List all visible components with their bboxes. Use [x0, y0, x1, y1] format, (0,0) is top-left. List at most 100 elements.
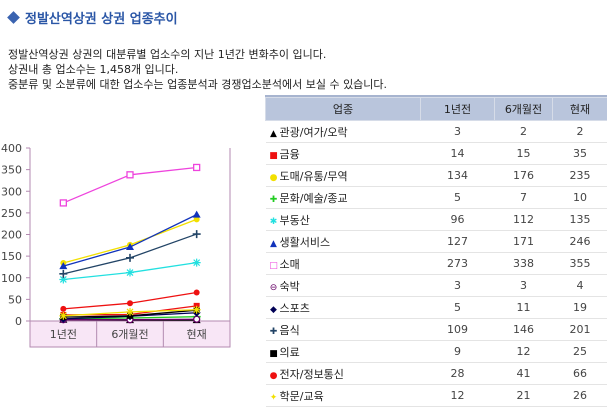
- value-cell: 25: [552, 340, 607, 363]
- industry-name: 관광/여가/오락: [279, 125, 348, 139]
- y-tick-label: 0: [15, 315, 22, 328]
- industry-cell: ✚ 문화/예술/종교: [265, 186, 421, 209]
- legend-marker-icon: □: [269, 260, 278, 271]
- data-point: [192, 230, 201, 239]
- description: 정발산역상권 상권의 대분류별 업소수의 지난 1년간 변화추이 입니다. 상권…: [8, 47, 387, 92]
- industry-name: 의료: [279, 345, 300, 359]
- table-row: ✚ 음식 109 146 201: [265, 318, 607, 341]
- value-cell: 5: [420, 296, 495, 319]
- description-line: 중분류 및 소분류에 대한 업소수는 업종분석과 경쟁업소분석에서 보실 수 있…: [8, 78, 388, 91]
- data-point: [126, 307, 134, 316]
- value-cell: 3: [420, 274, 495, 297]
- legend-marker-icon: ●: [269, 370, 278, 381]
- industry-name: 소매: [279, 257, 300, 271]
- industry-name: 전자/정보통신: [279, 367, 344, 381]
- header-now: 현재: [552, 97, 607, 121]
- value-cell: 2: [552, 120, 607, 143]
- y-tick-label: 200: [1, 229, 22, 242]
- value-cell: 9: [420, 340, 495, 363]
- y-tick-label: 50: [8, 293, 22, 306]
- legend-marker-icon: ✱: [269, 216, 278, 227]
- industry-name: 학문/교육: [279, 389, 324, 403]
- description-line: 상권내 총 업소수는 1,458개 입니다.: [8, 63, 179, 76]
- industry-cell: ■ 금융: [265, 142, 421, 165]
- table-row: ⊖ 숙박 3 3 4: [265, 274, 607, 297]
- industry-name: 문화/예술/종교: [279, 191, 348, 205]
- value-cell: 14: [420, 142, 495, 165]
- data-point: [126, 253, 134, 262]
- y-tick-label: 100: [1, 272, 22, 285]
- data-point: [192, 305, 201, 314]
- table-row: ▲ 관광/여가/오락 3 2 2: [265, 120, 607, 143]
- legend-marker-icon: ✚: [269, 326, 278, 337]
- value-cell: 246: [552, 230, 607, 253]
- legend-marker-icon: ■: [269, 348, 278, 359]
- table-row: ● 전자/정보통신 28 41 66: [265, 362, 607, 385]
- y-tick-label: 300: [1, 185, 22, 198]
- industry-name: 도매/유통/무역: [279, 169, 348, 183]
- value-cell: 35: [552, 142, 607, 165]
- value-cell: 28: [420, 362, 495, 385]
- industry-cell: ✦ 학문/교육: [265, 384, 421, 407]
- value-cell: 4: [552, 274, 607, 297]
- value-cell: 171: [494, 230, 553, 253]
- industry-cell: ▲ 관광/여가/오락: [265, 120, 421, 143]
- table-top-border: [265, 95, 607, 97]
- value-cell: 12: [420, 384, 495, 407]
- data-point: [60, 305, 67, 312]
- data-point: [127, 300, 133, 307]
- value-cell: 11: [494, 296, 553, 319]
- value-cell: 134: [420, 164, 495, 187]
- table-row: ■ 의료 9 12 25: [265, 340, 607, 363]
- legend-marker-icon: ✦: [269, 392, 278, 403]
- data-point: [193, 163, 201, 172]
- industry-table: 업종 1년전 6개월전 현재 ▲ 관광/여가/오락 3 2 2 ■ 금융 14 15 35 ● 도매/…: [265, 97, 607, 407]
- table-row: ● 도매/유통/무역 134 176 235: [265, 164, 607, 187]
- value-cell: 15: [494, 142, 553, 165]
- value-cell: 109: [420, 318, 495, 341]
- y-tick-label: 250: [1, 207, 22, 220]
- legend-marker-icon: ⊖: [269, 282, 278, 293]
- header-industry: 업종: [265, 97, 421, 121]
- table-header-row: 업종 1년전 6개월전 현재: [265, 97, 607, 121]
- legend-marker-icon: ■: [269, 150, 278, 161]
- industry-cell: ✱ 부동산: [265, 208, 421, 231]
- title-row: 정발산역상권 상권 업종추이: [6, 8, 178, 27]
- value-cell: 176: [494, 164, 553, 187]
- x-tick-label: 1년전: [50, 328, 77, 341]
- table-row: ◆ 스포츠 5 11 19: [265, 296, 607, 319]
- value-cell: 3: [494, 274, 553, 297]
- value-cell: 338: [494, 252, 553, 275]
- industry-name: 생활서비스: [279, 235, 331, 249]
- industry-cell: ■ 의료: [265, 340, 421, 363]
- value-cell: 41: [494, 362, 553, 385]
- data-point: [193, 315, 201, 323]
- value-cell: 7: [494, 186, 553, 209]
- industry-cell: ✚ 음식: [265, 318, 421, 341]
- industry-name: 금융: [279, 147, 300, 161]
- category-band: [29, 320, 231, 348]
- value-cell: 66: [552, 362, 607, 385]
- value-cell: 355: [552, 252, 607, 275]
- legend-marker-icon: ▲: [270, 238, 277, 249]
- data-point: [59, 199, 67, 207]
- table-row: ✱ 부동산 96 112 135: [265, 208, 607, 231]
- x-tick-label: 6개월전: [111, 328, 148, 341]
- y-tick-label: 350: [1, 164, 22, 177]
- data-point: [193, 289, 200, 296]
- value-cell: 3: [420, 120, 495, 143]
- y-tick-label: 150: [1, 250, 22, 263]
- description-line: 정발산역상권 상권의 대분류별 업소수의 지난 1년간 변화추이 입니다.: [8, 48, 327, 61]
- data-point: [126, 171, 134, 179]
- value-cell: 135: [552, 208, 607, 231]
- industry-cell: ● 도매/유통/무역: [265, 164, 421, 187]
- value-cell: 21: [494, 384, 553, 407]
- industry-cell: □ 소매: [265, 252, 421, 275]
- data-point: [192, 258, 201, 267]
- industry-name: 부동산: [279, 213, 310, 227]
- page-title: 정발산역상권 상권 업종추이: [25, 12, 178, 27]
- value-cell: 2: [494, 120, 553, 143]
- data-point: [59, 269, 68, 278]
- data-point: [59, 311, 68, 320]
- value-cell: 201: [552, 318, 607, 341]
